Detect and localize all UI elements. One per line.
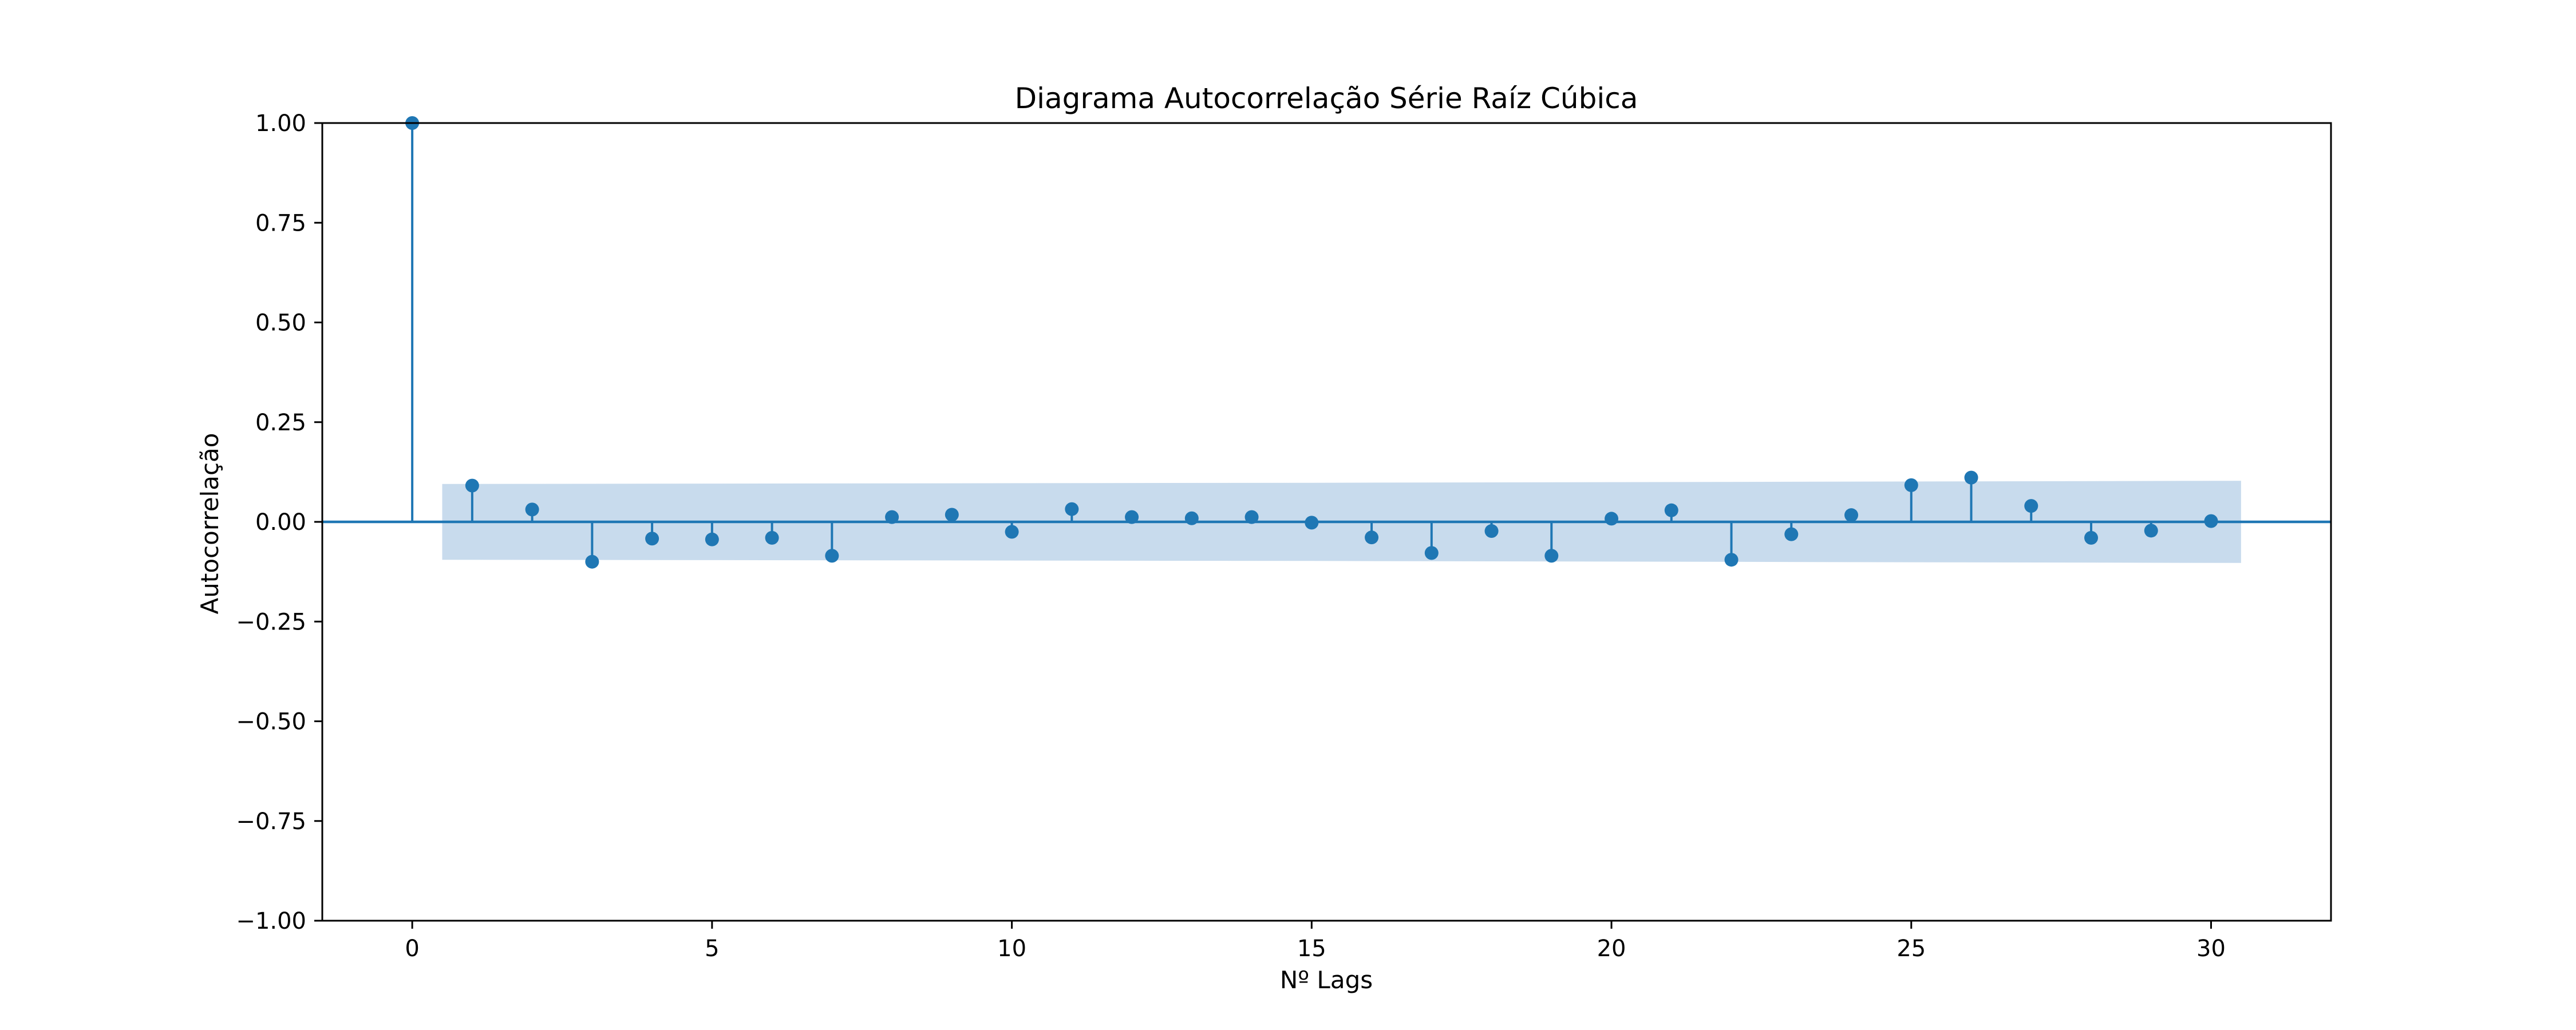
x-tick-label: 10 — [997, 936, 1026, 962]
x-tick-label: 25 — [1897, 936, 1926, 962]
y-tick-label: 1.00 — [255, 110, 306, 137]
y-tick-label: −0.75 — [236, 809, 306, 835]
data-point — [1544, 549, 1559, 563]
y-tick-label: −1.00 — [236, 908, 306, 934]
data-point — [585, 554, 599, 569]
x-axis-label: Nº Lags — [1280, 966, 1373, 994]
data-point — [465, 478, 479, 493]
data-point — [1365, 530, 1379, 545]
data-point — [765, 530, 779, 545]
data-point — [1005, 525, 1019, 539]
y-tick-label: −0.50 — [236, 709, 306, 735]
data-point — [645, 532, 659, 546]
chart-title: Diagrama Autocorrelação Série Raíz Cúbic… — [1015, 82, 1638, 115]
data-point — [1904, 478, 1918, 492]
data-point — [1784, 527, 1799, 541]
data-point — [2084, 530, 2099, 545]
data-point — [1724, 553, 1739, 567]
data-point — [825, 549, 839, 563]
x-tick-label: 15 — [1297, 936, 1326, 962]
x-tick-label: 30 — [2196, 936, 2226, 962]
x-tick-label: 20 — [1597, 936, 1626, 962]
data-point — [2024, 499, 2038, 513]
y-tick-label: 0.00 — [255, 509, 306, 536]
data-point — [1664, 503, 1678, 517]
data-point — [1484, 524, 1499, 538]
data-point — [2144, 524, 2158, 538]
y-axis-label: Autocorrelação — [196, 433, 224, 615]
x-tick-label: 5 — [705, 936, 719, 962]
data-point — [525, 502, 539, 517]
data-point — [1844, 508, 1859, 522]
y-tick-label: 0.25 — [255, 410, 306, 436]
data-point — [2204, 514, 2218, 528]
y-tick-label: 0.75 — [255, 210, 306, 236]
data-point — [1964, 470, 1978, 485]
data-point — [1065, 502, 1079, 516]
data-point — [1605, 512, 1619, 526]
y-tick-label: −0.25 — [236, 609, 306, 635]
data-point — [885, 510, 899, 524]
data-point — [1244, 510, 1259, 524]
data-point — [945, 508, 959, 522]
data-point — [1125, 510, 1139, 524]
data-point — [1424, 546, 1439, 560]
data-point — [705, 532, 719, 546]
data-point — [1305, 516, 1319, 530]
data-point — [1184, 511, 1199, 525]
y-tick-label: 0.50 — [255, 310, 306, 336]
x-tick-label: 0 — [405, 936, 419, 962]
